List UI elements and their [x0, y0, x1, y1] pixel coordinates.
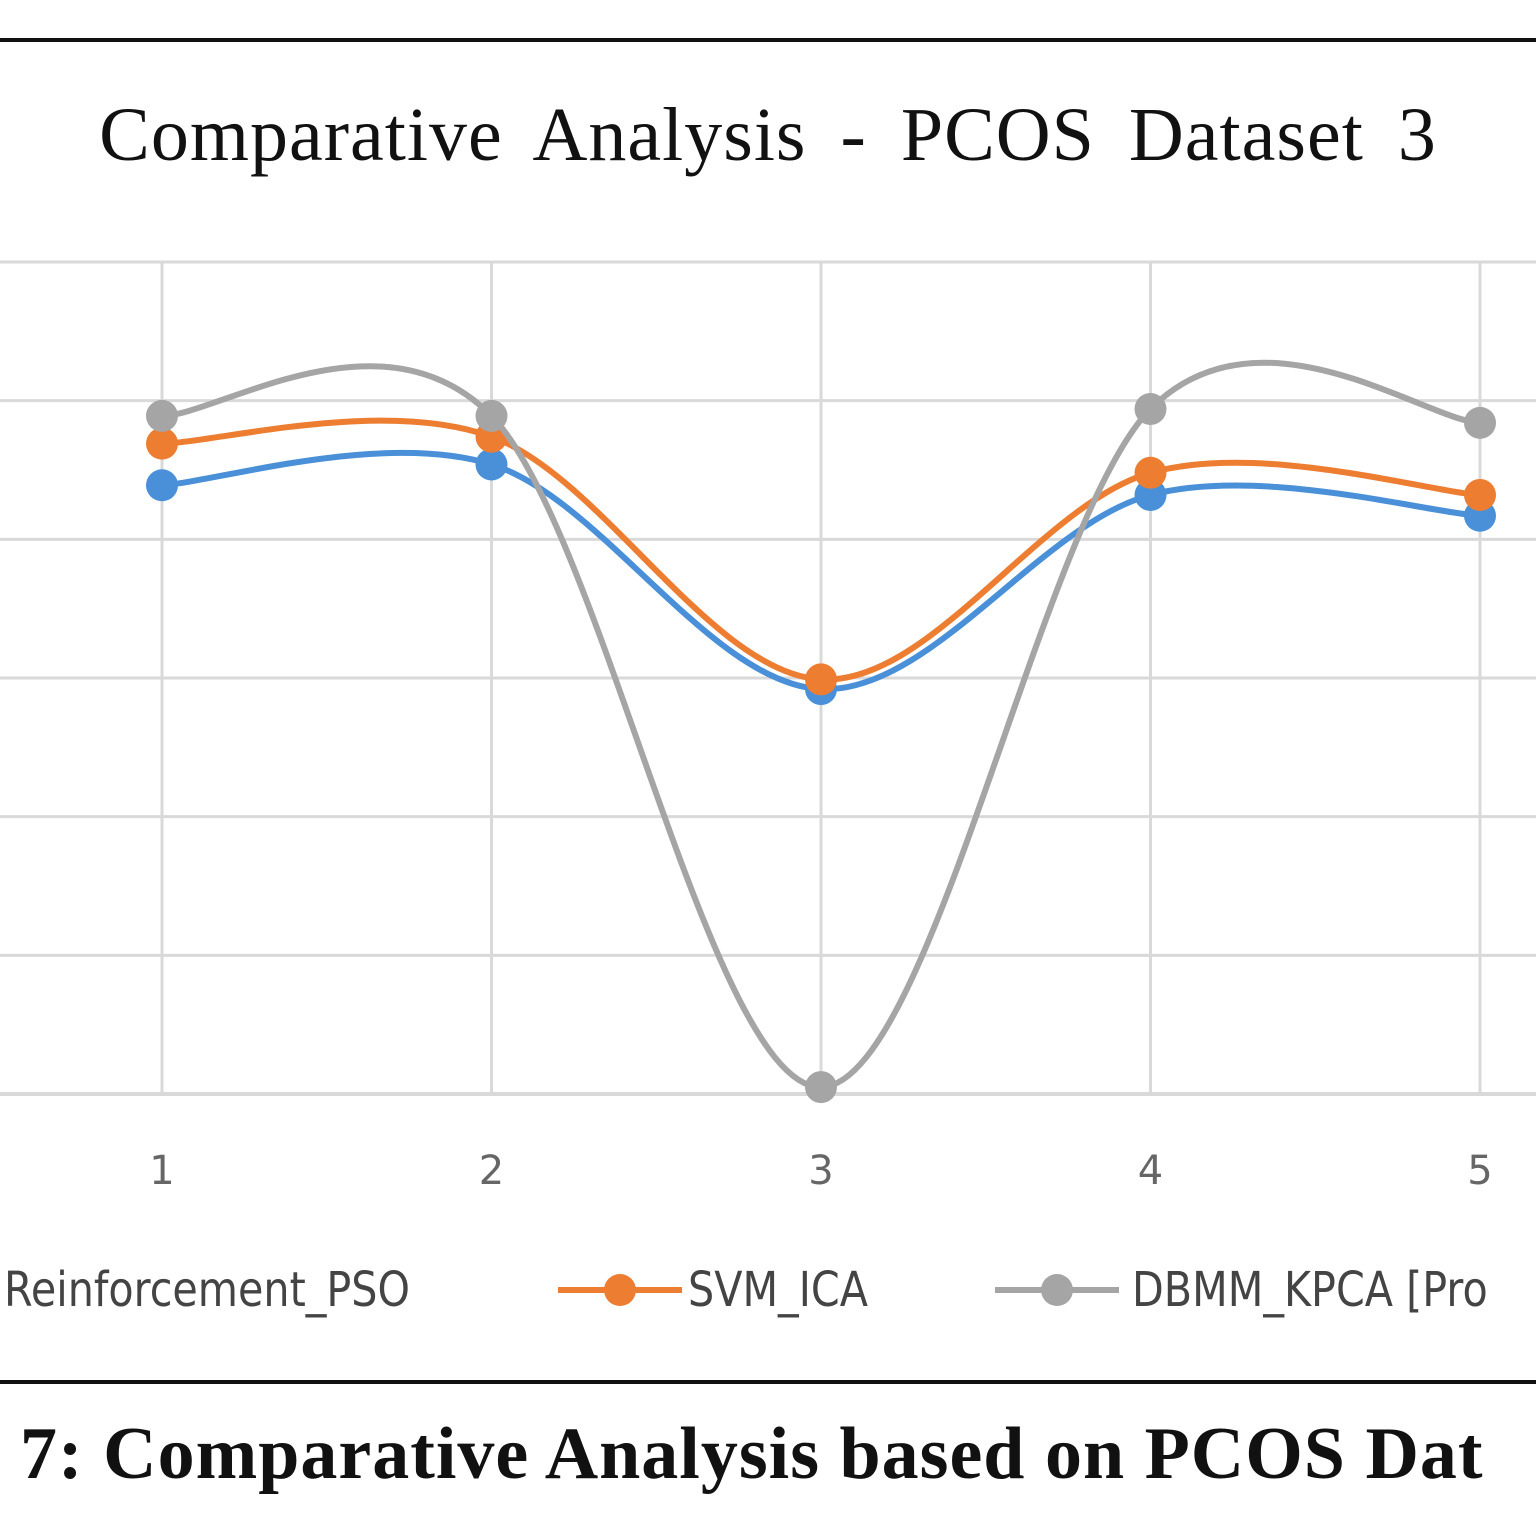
x-tick-label: 3: [808, 1148, 833, 1194]
data-point: [1134, 456, 1167, 489]
figure-caption: 7: Comparative Analysis based on PCOS Da…: [20, 1413, 1484, 1495]
legend-marker-svm-ica: [558, 1274, 682, 1306]
legend-label-dbmm-kpca: DBMM_KPCA [Pro: [1132, 1262, 1488, 1318]
data-point: [1464, 478, 1496, 511]
data-point: [1464, 406, 1496, 439]
data-point: [475, 448, 508, 481]
x-tick-label: 4: [1138, 1148, 1163, 1194]
legend-marker-dbmm-kpca: [995, 1274, 1119, 1306]
data-point: [805, 1071, 837, 1104]
chart-legend: Reinforcement_PSO SVM_ICA DBMM_KPCA [Pro: [0, 1258, 1536, 1328]
data-point: [1134, 478, 1167, 511]
x-tick-label: 5: [1467, 1148, 1492, 1194]
data-point: [805, 663, 837, 696]
x-tick-label: 2: [479, 1148, 504, 1194]
top-border: [0, 38, 1536, 42]
data-point: [475, 399, 508, 432]
legend-label-reinforcement-pso: Reinforcement_PSO: [4, 1262, 410, 1318]
chart-title: Comparative Analysis - PCOS Dataset 3: [99, 93, 1437, 177]
data-point: [146, 469, 178, 502]
data-point: [1134, 392, 1167, 425]
data-point: [146, 427, 178, 460]
data-point: [146, 399, 178, 432]
x-tick-label: 1: [149, 1148, 174, 1194]
legend-label-svm-ica: SVM_ICA: [688, 1262, 868, 1318]
bottom-border: [0, 1380, 1536, 1384]
